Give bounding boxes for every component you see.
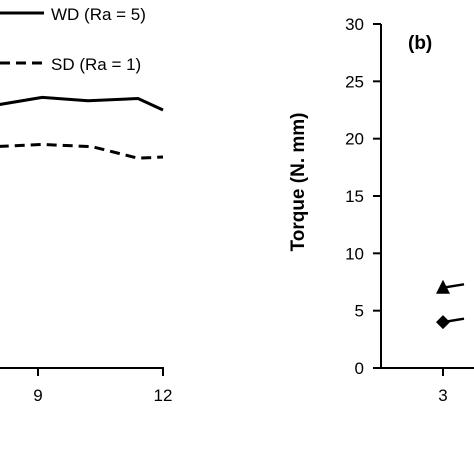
panel-b: 3 (b) Torque (N. mm) 0 5 10 15 20 25 30 (288, 15, 474, 405)
y-tick-label: 30 (345, 15, 364, 34)
y-tick-label: 10 (345, 244, 364, 263)
series-line-dashed (0, 142, 164, 160)
y-tick-label: 25 (345, 72, 364, 91)
panel-label: (b) (408, 33, 432, 54)
diamond-marker (436, 315, 450, 330)
y-tick-label: 15 (345, 187, 364, 206)
series-line-solid (0, 95, 164, 112)
y-tick-label: 5 (355, 302, 364, 321)
y-tick-label: 0 (355, 359, 364, 378)
panel-a: 9 12 WD (Ra = 5) SD (Ra = 1) (0, 5, 172, 405)
panel-a-x-tick-label: 9 (33, 386, 42, 405)
legend-label: SD (Ra = 1) (51, 55, 141, 74)
y-tick-label: 20 (345, 130, 364, 149)
triangle-marker (436, 279, 450, 294)
panel-a-x-tick-label: 12 (154, 386, 173, 405)
legend-label: WD (Ra = 5) (51, 5, 146, 24)
legend: WD (Ra = 5) SD (Ra = 1) (0, 5, 146, 74)
panel-b-x-tick-label: 3 (438, 386, 447, 405)
y-axis-title: Torque (N. mm) (288, 113, 309, 252)
